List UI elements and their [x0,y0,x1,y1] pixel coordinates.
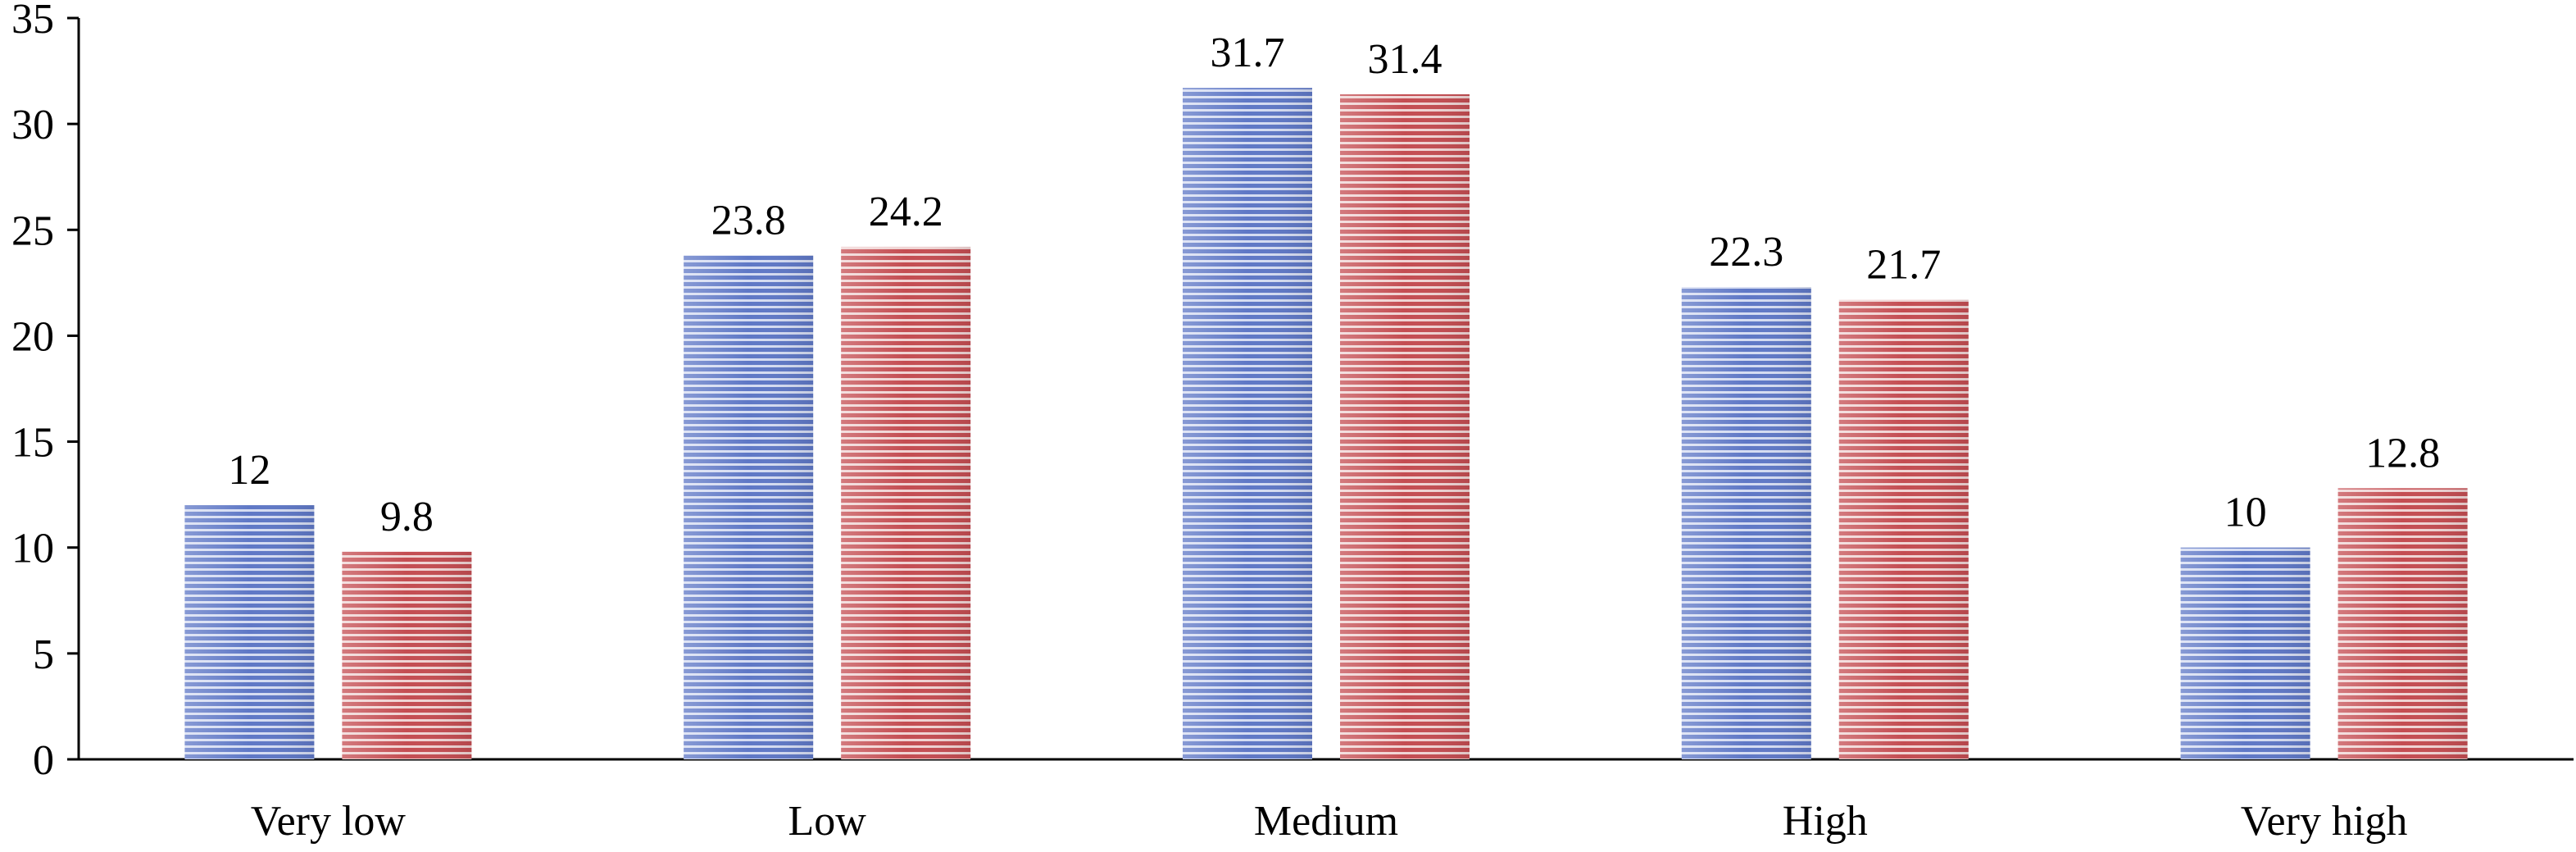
x-category-label: Very high [2241,798,2408,845]
data-label: 31.7 [1211,30,1285,76]
bar-shade [841,246,971,759]
x-category-label: Medium [1254,798,1398,845]
y-tick-label: 0 [33,737,54,784]
data-label: 12.8 [2365,430,2440,476]
bar-shade [1681,287,1811,760]
x-category-label: Very low [251,798,407,845]
data-label: 10 [2224,490,2267,536]
data-label: 23.8 [711,197,786,244]
bar-shade [1183,88,1312,760]
bar-shade [184,505,315,759]
bar-shade [1340,93,1470,760]
y-tick-label: 5 [33,631,54,678]
y-tick-label: 25 [11,207,54,254]
data-label: 31.4 [1368,36,1442,83]
y-tick-label: 10 [11,526,54,572]
data-label: 24.2 [869,189,943,235]
data-label: 21.7 [1866,242,1941,289]
y-tick-label: 20 [11,313,54,360]
y-tick-label: 35 [11,0,54,43]
bar-shade [2337,488,2468,759]
y-tick-label: 30 [11,102,54,148]
bar-shade [684,255,814,759]
bar-shade [1838,299,1969,759]
data-label: 12 [228,447,270,494]
data-label: 22.3 [1709,229,1783,276]
x-category-label: Low [788,798,867,845]
data-label: 9.8 [380,494,434,540]
bar-shade [2180,547,2310,759]
labels: 12 9.8 Very low 23.8 24.2 Low 31.7 31.4 Medium 22… [228,30,2440,845]
bars [184,88,2468,760]
axes: 0 5 10 15 20 25 30 35 [11,0,2574,784]
bar-shade [342,551,472,759]
x-category-label: High [1783,798,1868,845]
y-tick-label: 15 [11,420,54,467]
